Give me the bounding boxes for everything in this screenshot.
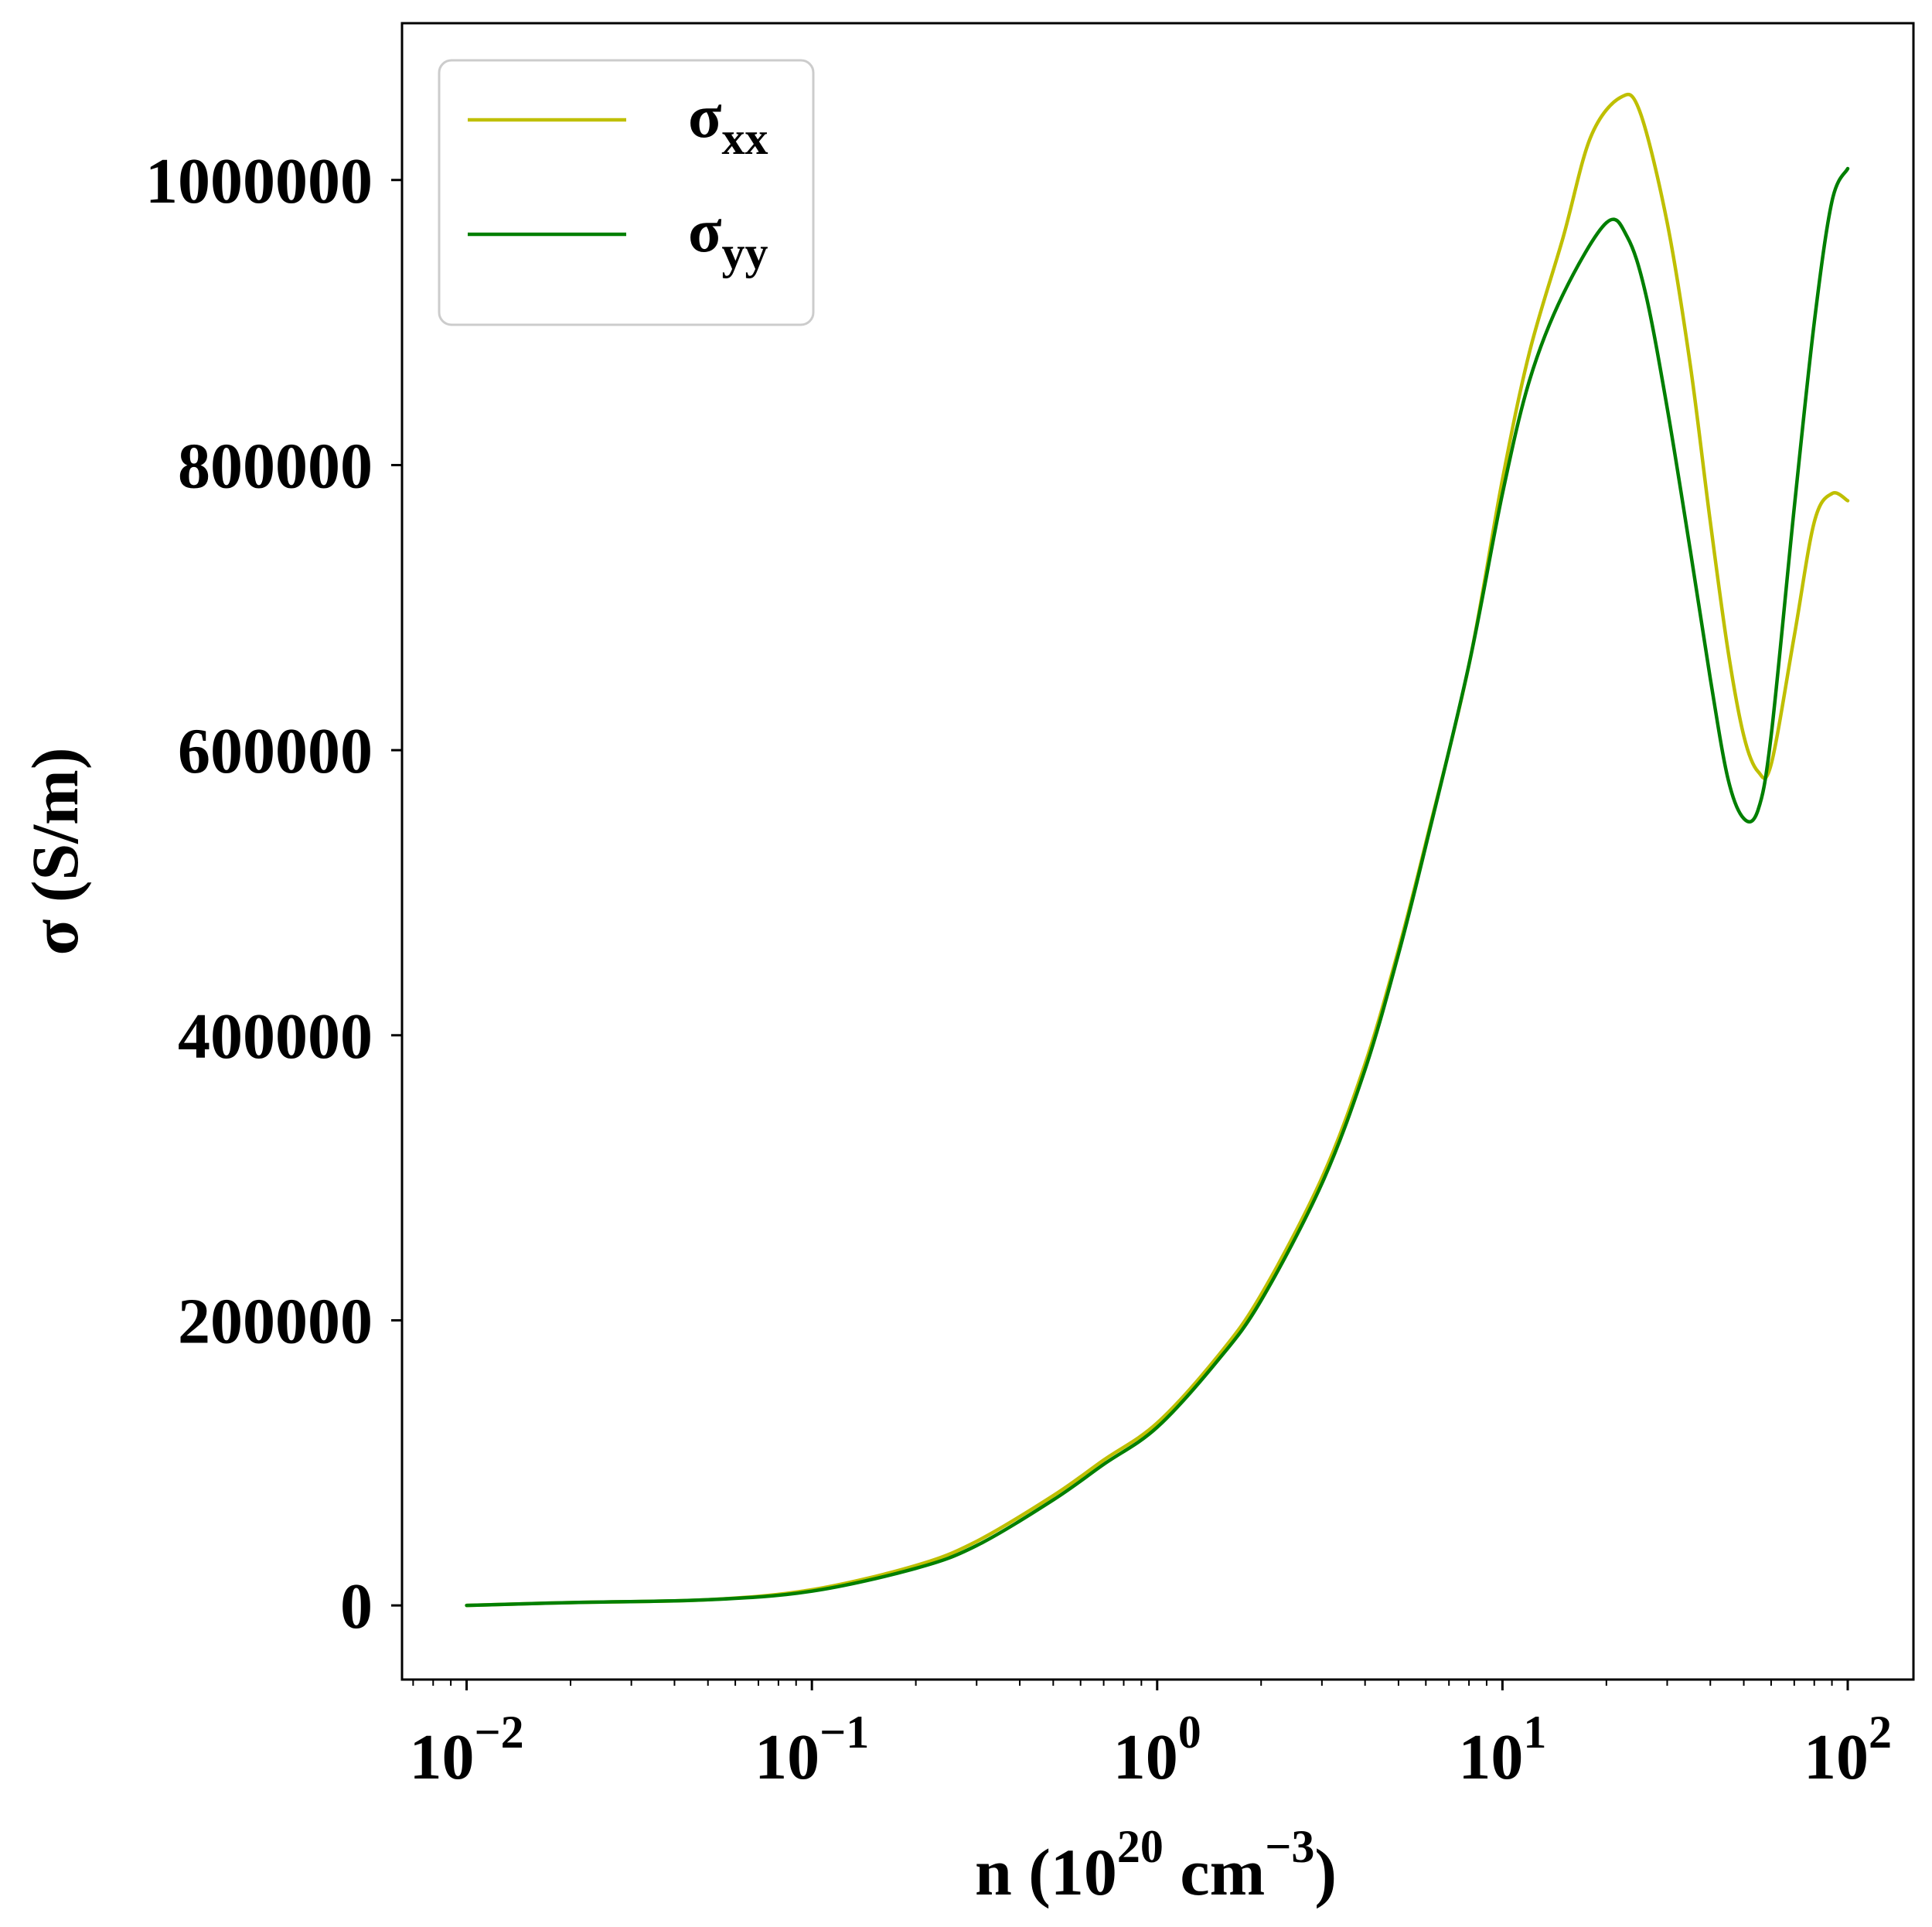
x-tick-exponent: −1 xyxy=(819,1707,869,1758)
legend-label-symbol: σ xyxy=(688,197,722,265)
x-tick-exponent: 0 xyxy=(1178,1707,1201,1758)
x-tick-base: 10 xyxy=(1113,1721,1178,1793)
x-tick-exponent: −2 xyxy=(474,1707,523,1758)
x-tick-label: 101 xyxy=(1458,1707,1546,1793)
series-layer xyxy=(465,92,1850,1608)
x-label-base: n (10 xyxy=(975,1835,1117,1909)
y-tick-label: 1000000 xyxy=(145,145,373,217)
x-tick-base: 10 xyxy=(1458,1721,1523,1793)
x-axis: 10−2 10−1 100 101 102 xyxy=(409,1680,1892,1793)
y-tick-label: 400000 xyxy=(178,1001,373,1073)
y-tick-label: 200000 xyxy=(178,1285,373,1357)
x-tick-base: 10 xyxy=(409,1721,474,1793)
x-tick-label: 102 xyxy=(1804,1707,1892,1793)
x-axis-label: n (1020 cm−3) xyxy=(975,1821,1337,1909)
legend-label-subscript: yy xyxy=(722,227,768,278)
legend-label-xx: σxx xyxy=(688,83,768,164)
x-tick-base: 10 xyxy=(1804,1721,1869,1793)
legend-label-yy: σyy xyxy=(688,197,768,278)
legend-label-subscript: xx xyxy=(722,113,768,164)
x-tick-label: 100 xyxy=(1113,1707,1201,1793)
series-line-yy xyxy=(465,166,1850,1608)
x-label-unit: cm xyxy=(1164,1835,1265,1909)
legend-label-symbol: σ xyxy=(688,83,722,151)
x-tick-exponent: 1 xyxy=(1523,1707,1546,1758)
y-axis: 0 200000 400000 600000 800000 1000000 xyxy=(145,145,402,1642)
y-tick-label: 800000 xyxy=(178,430,373,502)
x-label-exponent: 20 xyxy=(1117,1821,1164,1872)
x-label-unit-exponent: −3 xyxy=(1265,1821,1314,1872)
x-tick-base: 10 xyxy=(755,1721,819,1793)
y-tick-label: 600000 xyxy=(178,715,373,787)
y-axis-label: σ (S/m) xyxy=(18,748,92,956)
legend-box xyxy=(438,59,815,326)
y-tick-label: 0 xyxy=(340,1571,373,1642)
x-tick-label: 10−2 xyxy=(409,1707,523,1793)
x-tick-exponent: 2 xyxy=(1869,1707,1892,1758)
x-tick-label: 10−1 xyxy=(755,1707,869,1793)
x-label-close: ) xyxy=(1314,1835,1337,1909)
